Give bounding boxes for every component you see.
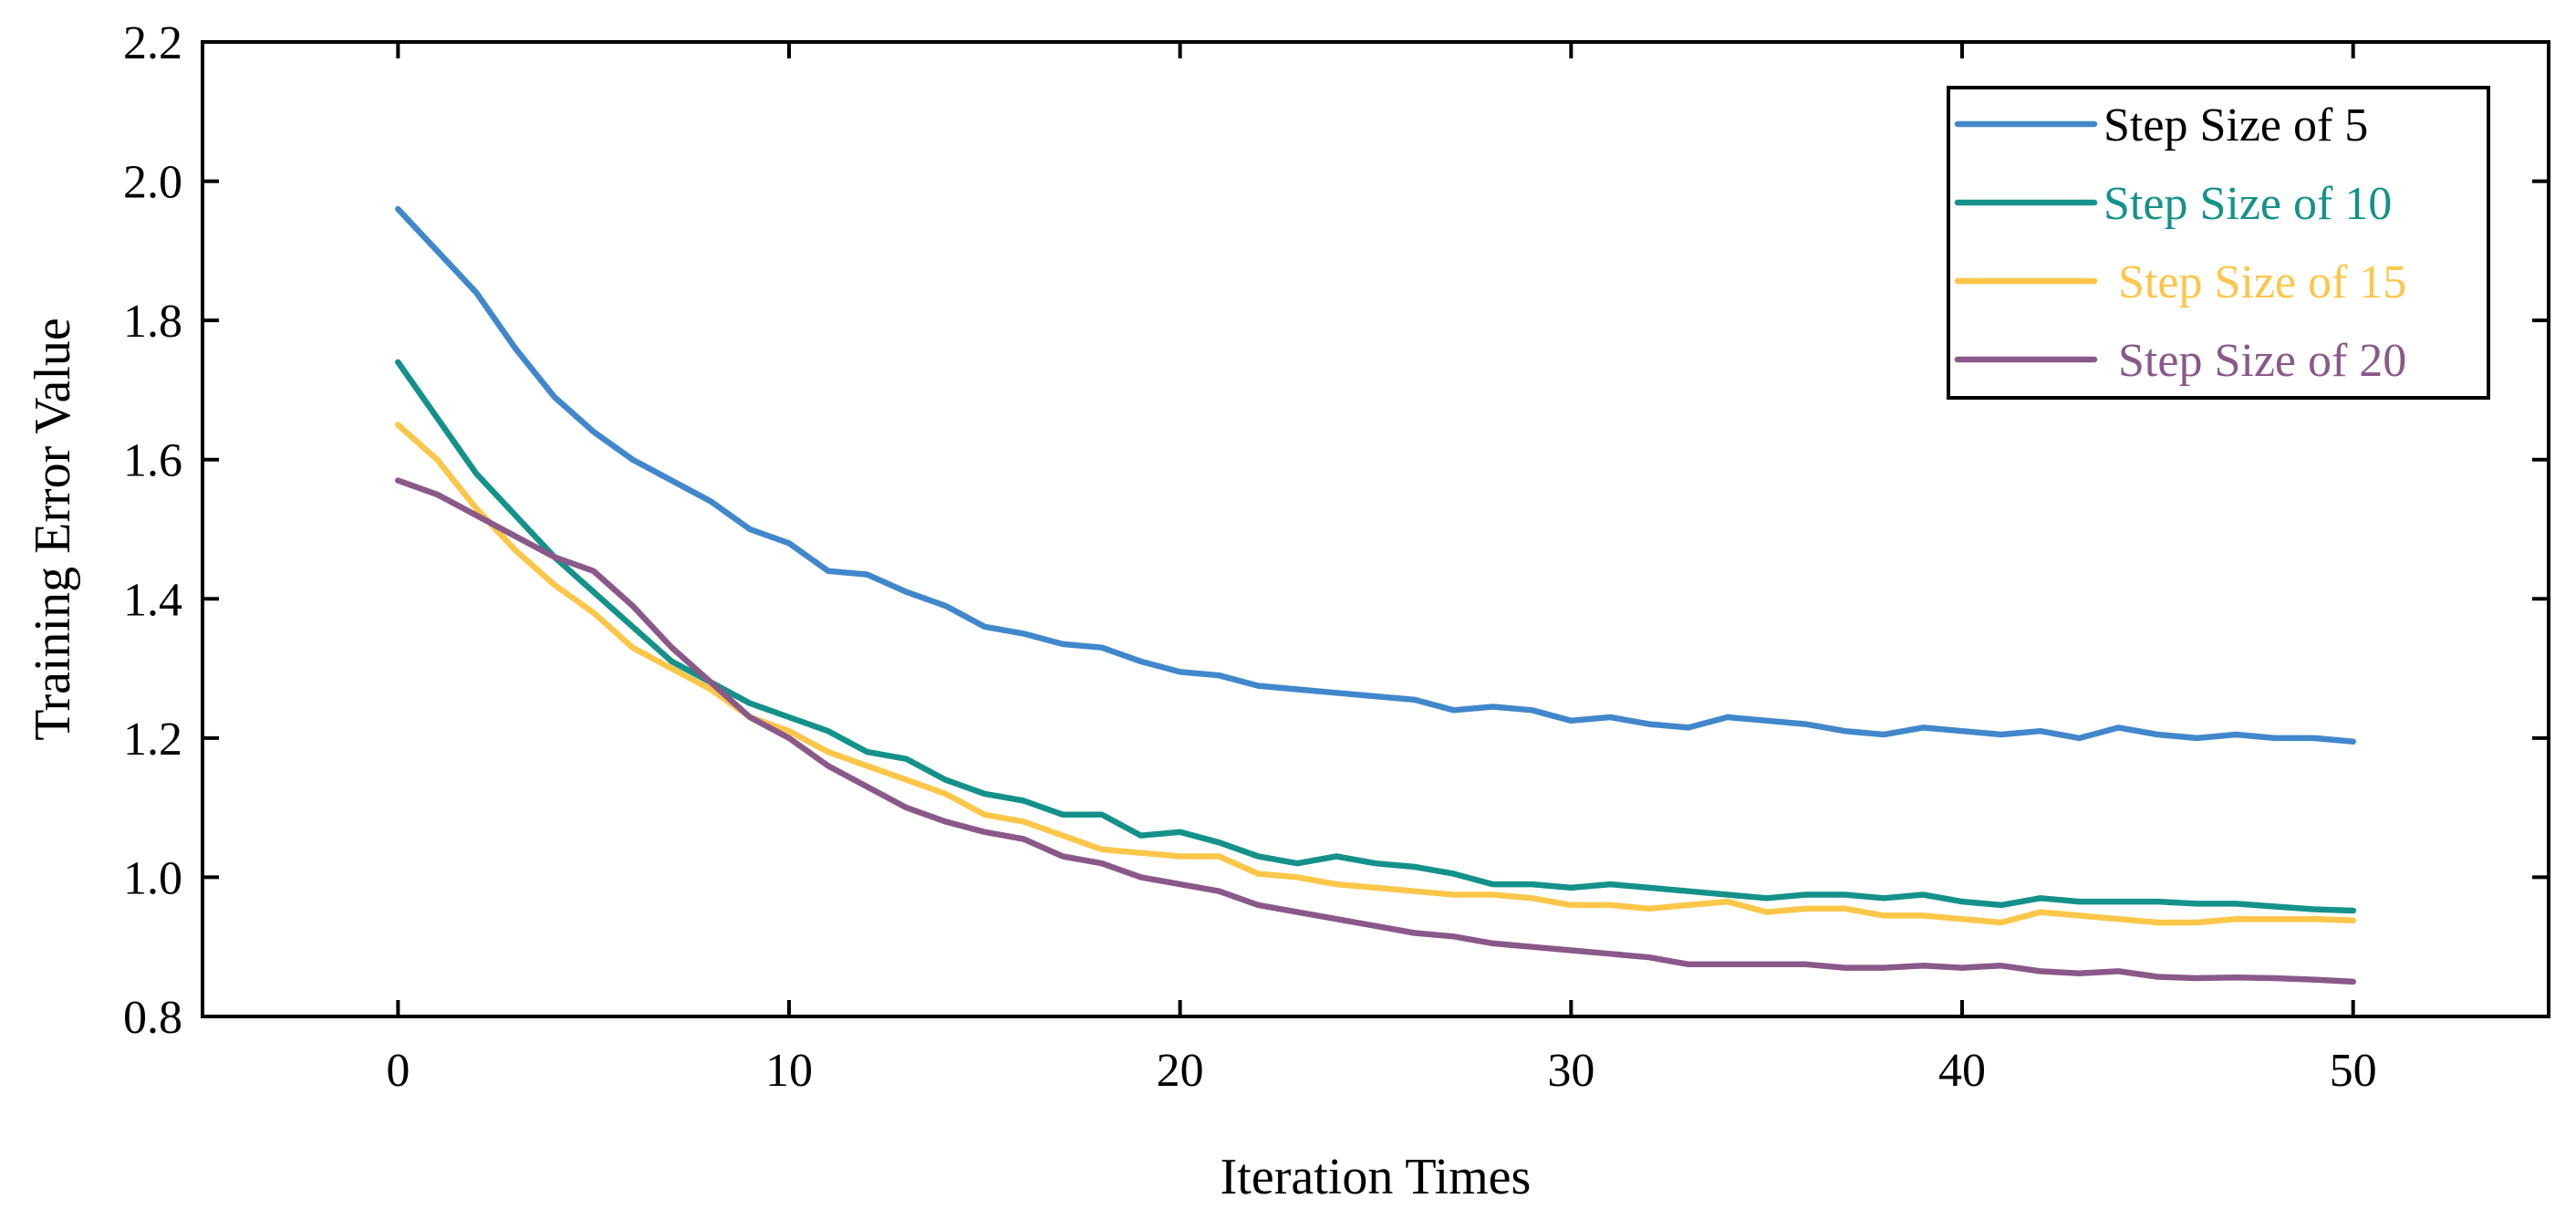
legend: Step Size of 5 Step Size of 10 Step Size o…	[1947, 86, 2490, 400]
y-tick-label: 1.8	[123, 296, 182, 348]
x-tick-label: 50	[2330, 1045, 2377, 1097]
y-tick-label: 0.8	[123, 992, 182, 1044]
plot-area-frame	[201, 40, 2550, 1018]
x-tick-label: 20	[1157, 1045, 1204, 1097]
x-tick-label: 10	[765, 1045, 813, 1097]
x-axis-label: Iteration Times	[1220, 1149, 1532, 1205]
x-tick-label: 30	[1547, 1045, 1594, 1097]
y-tick-label: 1.0	[123, 852, 182, 904]
y-tick-label: 1.2	[123, 714, 182, 766]
y-axis-label: Training Error Value	[25, 318, 81, 741]
legend-label-3: Step Size of 15	[2118, 256, 2406, 308]
legend-label-1: Step Size of 5	[2103, 99, 2368, 151]
legend-label-4: Step Size of 20	[2118, 335, 2406, 387]
legend-box	[1947, 86, 2490, 400]
y-tick-label: 2.0	[123, 157, 182, 209]
series-line-step-size-of-20	[395, 477, 2356, 985]
y-tick-label: 2.2	[123, 17, 182, 69]
series-line-step-size-of-15	[395, 422, 2356, 926]
series-line-step-size-of-5	[395, 205, 2356, 745]
series-line-step-size-of-10	[395, 359, 2356, 914]
legend-label-2: Step Size of 10	[2103, 178, 2392, 230]
x-tick-label: 40	[1938, 1045, 1986, 1097]
y-tick-label: 1.4	[123, 574, 182, 626]
y-tick-label: 1.6	[123, 435, 182, 487]
x-tick-label: 0	[386, 1045, 410, 1097]
